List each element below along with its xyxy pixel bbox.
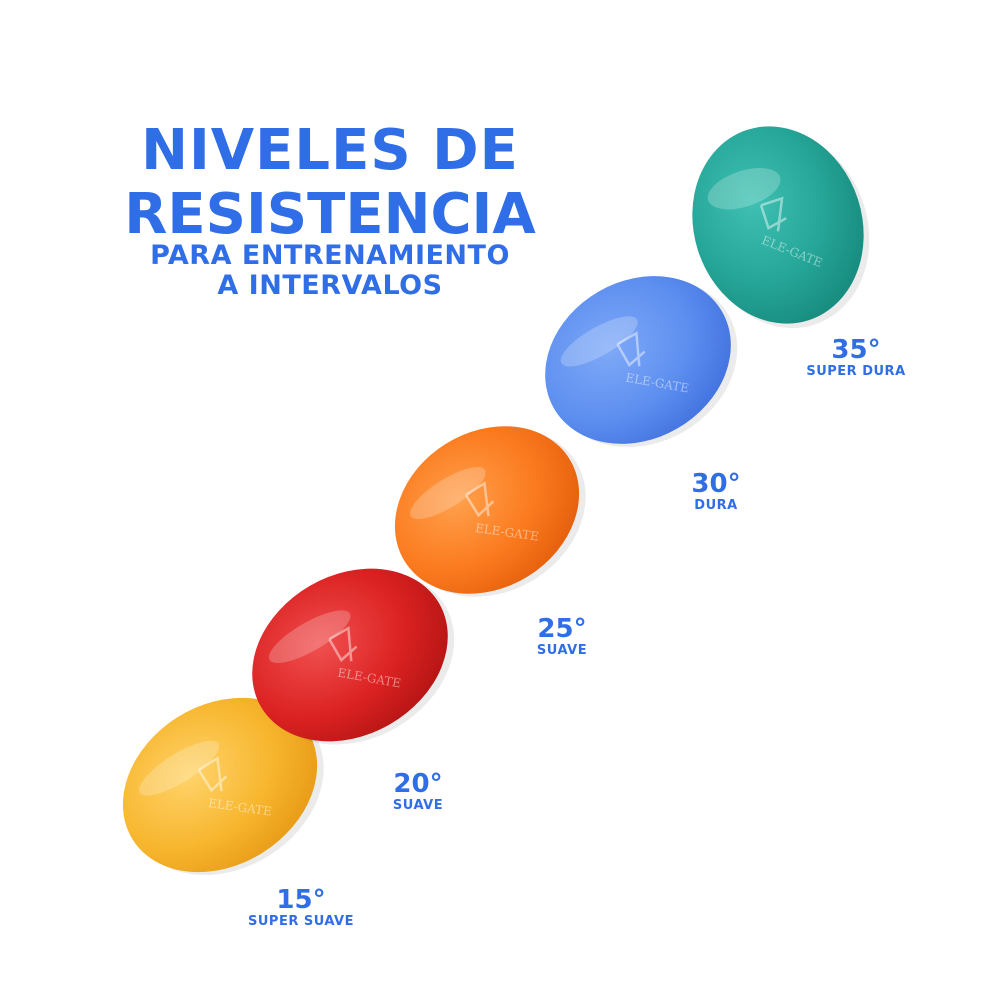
ball-level: DURA xyxy=(694,498,738,513)
ball-sheen xyxy=(139,740,220,796)
ball-level: SUAVE xyxy=(536,643,588,658)
headline-title-line-2: RESISTENCIA xyxy=(124,182,536,247)
ball-degree: 15° xyxy=(276,885,326,915)
ball-degree: 20° xyxy=(393,769,443,799)
brand-logo-icon xyxy=(759,196,787,232)
ball-label-2: 20° SUAVE xyxy=(393,770,443,814)
ball-label-3: 25° SUAVE xyxy=(537,615,587,659)
brand-logo-icon xyxy=(197,756,228,793)
brand-logo-icon xyxy=(328,626,358,662)
ball-body xyxy=(394,426,580,594)
ball-level: SUPER SUAVE xyxy=(247,914,355,929)
ball-sheen xyxy=(268,610,351,664)
ball-body xyxy=(252,568,448,742)
headline-subtitle-line-2: A INTERVALOS xyxy=(217,270,443,301)
headline-title-line-1: NIVELES DE xyxy=(141,118,519,183)
ball-level: SUPER DURA xyxy=(806,364,906,379)
ball-label-5: 35° SUPER DURA xyxy=(806,336,905,380)
ball-sheen xyxy=(560,316,638,367)
ball-label-4: 30° DURA xyxy=(691,470,740,514)
ball-degree: 25° xyxy=(537,614,587,644)
ball-degree: 35° xyxy=(831,335,881,365)
ball-label-1: 15° SUPER SUAVE xyxy=(248,886,354,930)
stress-ball-5: ELE-GATE xyxy=(692,126,870,329)
stress-ball-1: ELE-GATE xyxy=(122,697,324,876)
ball-sheen xyxy=(410,467,486,520)
ball-sheen xyxy=(707,167,781,210)
headline-subtitle-line-1: PARA ENTRENAMIENTO xyxy=(150,240,510,271)
ball-level: SUAVE xyxy=(392,798,444,813)
stress-ball-3: ELE-GATE xyxy=(394,426,586,597)
brand-logo-icon xyxy=(464,481,495,518)
stress-ball-4: ELE-GATE xyxy=(545,276,738,448)
ball-body xyxy=(122,697,318,873)
stress-ball-2: ELE-GATE xyxy=(252,568,455,745)
ball-body xyxy=(545,276,731,444)
ball-body xyxy=(692,126,864,324)
brand-logo-icon xyxy=(616,331,646,367)
ball-degree: 30° xyxy=(691,469,741,499)
